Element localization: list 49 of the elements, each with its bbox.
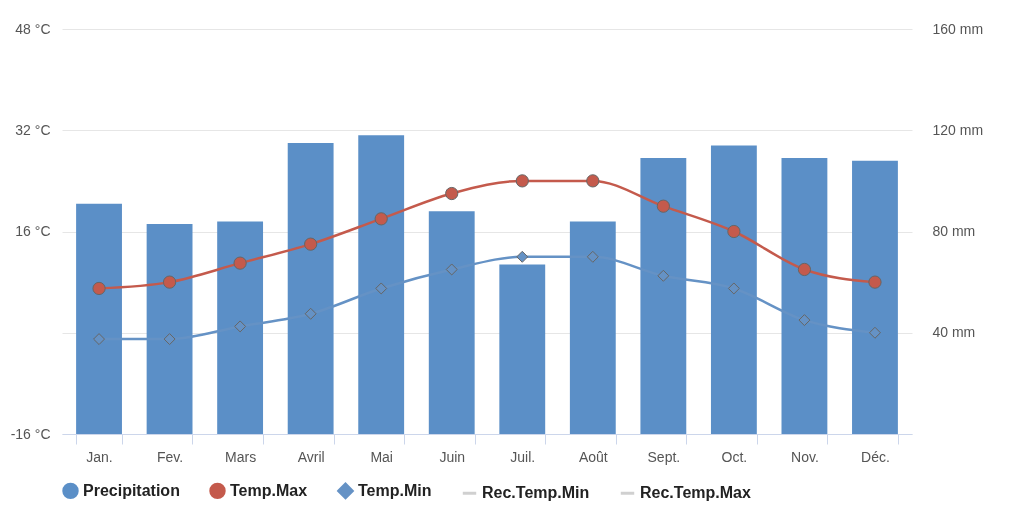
y-tick-label: 16 °C — [15, 223, 51, 239]
y2-tick-label: 160 mm — [932, 20, 984, 37]
legend-label: Rec.Temp.Min — [482, 484, 590, 502]
point — [868, 326, 881, 339]
y-tick-label: 32 °C — [15, 121, 51, 138]
point — [657, 269, 670, 282]
point — [586, 174, 600, 188]
point — [516, 250, 529, 263]
x-tick-label: Déc. — [861, 448, 890, 465]
x-tick-label: Jan. — [86, 448, 113, 465]
y2-tick-label: 120 mm — [932, 121, 984, 138]
y-tick-label: -16 °C — [10, 425, 51, 442]
point — [727, 224, 741, 239]
x-tick-label: Août — [578, 448, 608, 465]
x-tick-label: Nov. — [791, 448, 819, 465]
legend-label: Temp.Max — [230, 481, 308, 499]
point — [798, 314, 811, 327]
x-tick-label: Mars — [225, 448, 257, 465]
point — [375, 282, 388, 295]
point — [234, 320, 247, 333]
point — [515, 174, 529, 188]
y2-tick-label: 40 mm — [932, 324, 976, 341]
point — [92, 281, 106, 296]
point — [586, 250, 599, 263]
point — [233, 256, 247, 270]
y2-tick-label: 80 mm — [932, 223, 976, 239]
x-tick-label: Sept. — [647, 448, 681, 465]
point — [304, 237, 318, 251]
x-tick-label: Avril — [297, 448, 325, 465]
point — [162, 275, 177, 289]
point — [868, 275, 882, 289]
legend-label: Rec.Temp.Max — [640, 484, 751, 502]
y-tick-label: 48 °C — [15, 20, 51, 37]
x-tick-label: Juil. — [510, 448, 536, 465]
point — [656, 199, 670, 213]
point — [93, 333, 106, 346]
point — [304, 307, 317, 320]
legend-label: Temp.Min — [358, 481, 432, 499]
x-tick-label: Oct. — [721, 448, 748, 465]
legend-label: Precipitation — [83, 481, 180, 499]
x-tick-label: Juin — [439, 448, 466, 465]
x-tick-label: Mai — [370, 448, 393, 465]
point — [727, 282, 740, 295]
point — [445, 263, 458, 276]
x-tick-label: Fev. — [156, 448, 184, 465]
point — [163, 333, 176, 346]
point — [797, 262, 812, 277]
point — [374, 212, 388, 226]
point — [445, 186, 459, 201]
